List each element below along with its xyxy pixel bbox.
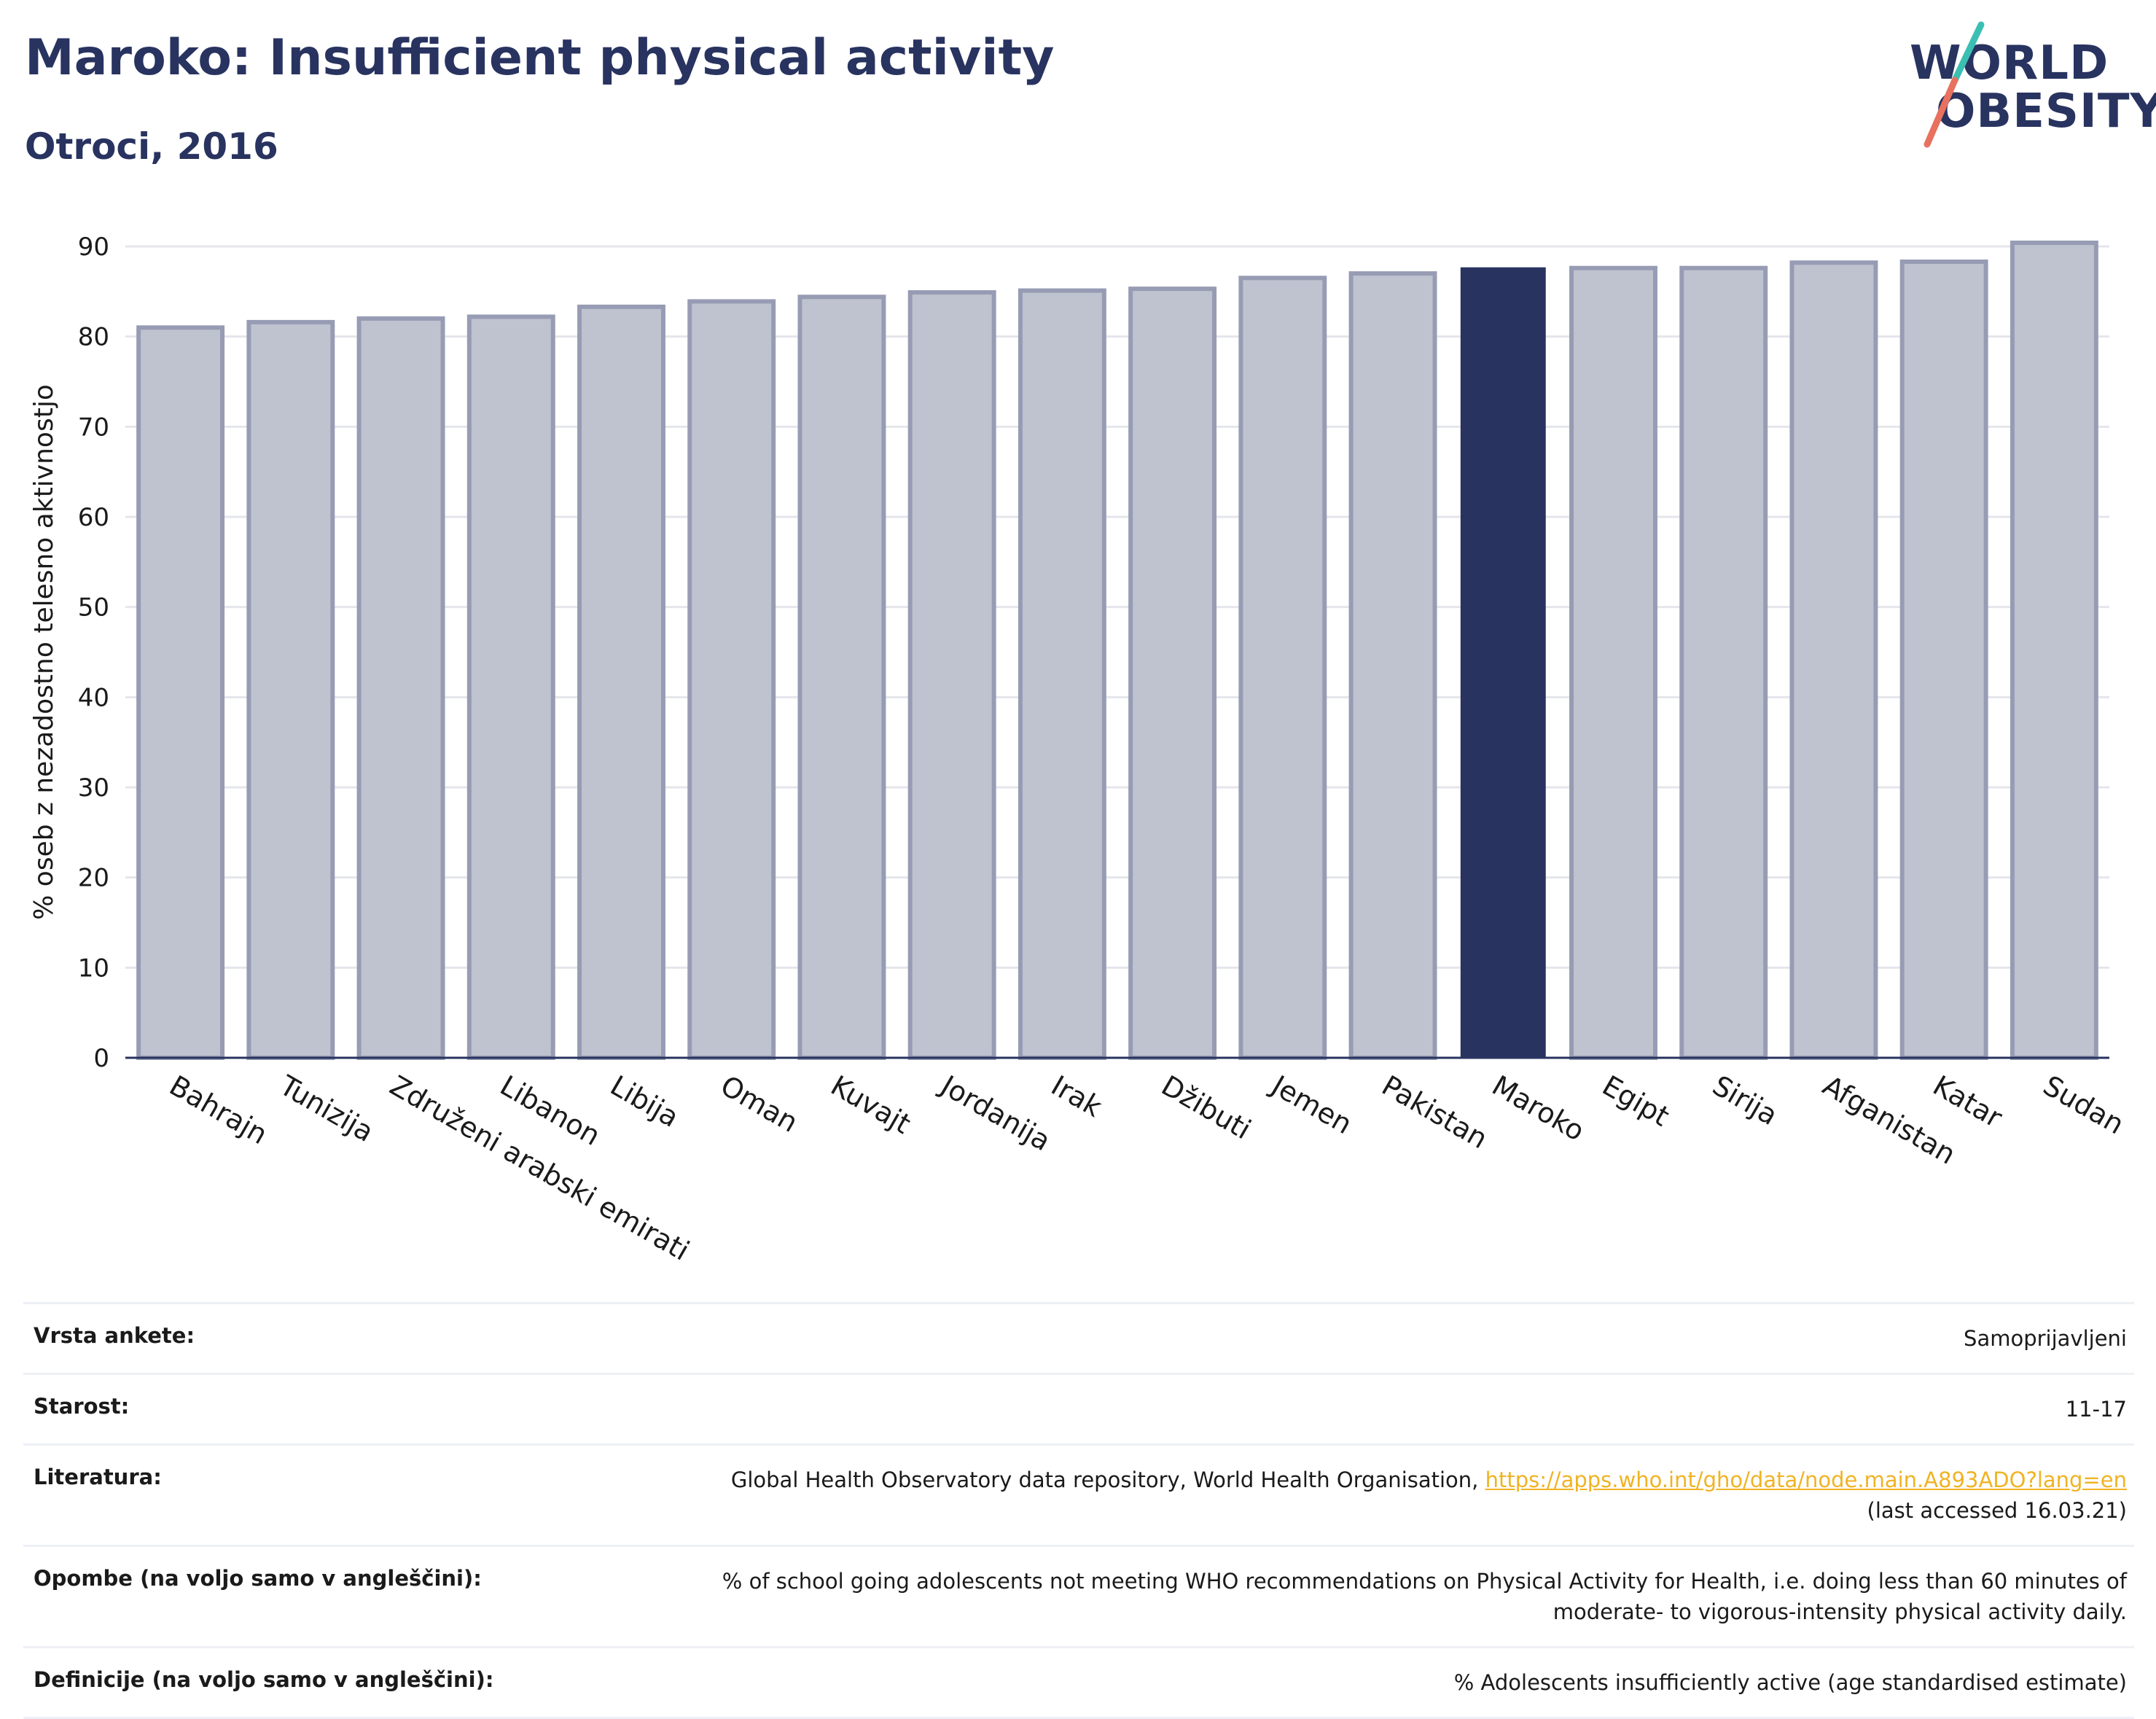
survey-type-value: Samoprijavljeni <box>555 1301 2134 1376</box>
x-tick-label: Irak <box>1046 1069 1107 1123</box>
y-tick-label: 80 <box>78 323 109 352</box>
bar <box>466 314 555 1060</box>
reference-label: Literatura: <box>23 1443 556 1548</box>
definitions-label: Definicije (na voljo samo v angleščini): <box>23 1646 556 1719</box>
definitions-value: % Adolescents insufficiently active (age… <box>555 1646 2134 1719</box>
x-tick-label: Libija <box>605 1069 684 1134</box>
x-tick-label: Egipt <box>1597 1069 1675 1133</box>
logo-line-1: WORLD <box>1910 36 2109 90</box>
bar <box>356 316 445 1060</box>
notes-line-2: moderate- to vigorous-intensity physical… <box>1552 1599 2127 1625</box>
bar <box>136 325 225 1061</box>
bar <box>1569 265 1657 1060</box>
logo-slash-icon <box>1923 21 1985 148</box>
bar <box>1018 288 1106 1060</box>
bar <box>2009 241 2098 1060</box>
bar <box>687 299 776 1061</box>
y-tick-label: 30 <box>78 773 109 803</box>
bar <box>1899 260 1988 1061</box>
survey-type-label: Vrsta ankete: <box>23 1301 556 1376</box>
info-row-notes: Opombe (na voljo samo v angleščini): % o… <box>23 1545 2134 1649</box>
x-tick-label: Katar <box>1928 1069 2008 1134</box>
bar <box>907 290 996 1061</box>
x-tick-label: Tunizija <box>273 1069 379 1148</box>
info-row-survey: Vrsta ankete: Samoprijavljeni <box>23 1301 2134 1376</box>
y-tick-label: 40 <box>78 683 109 712</box>
reference-text: Global Health Observatory data repositor… <box>730 1467 1479 1493</box>
info-table: Vrsta ankete: Samoprijavljeni Starost: 1… <box>23 1301 2134 1719</box>
x-tick-label: Sudan <box>2038 1069 2130 1141</box>
age-label: Starost: <box>23 1373 556 1446</box>
x-tick-label: Oman <box>715 1069 803 1139</box>
info-row-reference: Literatura: Global Health Observatory da… <box>23 1443 2134 1548</box>
logo-line-2: OBESITY <box>1936 85 2156 139</box>
y-tick-label: 90 <box>78 233 109 262</box>
x-tick-label: Kuvajt <box>825 1069 915 1140</box>
bar <box>1679 265 1768 1060</box>
notes-line-1: % of school going adolescents not meetin… <box>722 1569 2127 1594</box>
bar <box>1238 276 1327 1061</box>
x-tick-label: Maroko <box>1487 1069 1590 1147</box>
x-tick-label: Sirija <box>1707 1069 1783 1131</box>
bar-highlight <box>1460 267 1546 1059</box>
y-tick-label: 50 <box>78 593 109 623</box>
y-tick-label: 10 <box>78 954 109 983</box>
page-title: Maroko: Insufficient physical activity <box>25 29 1055 87</box>
x-tick-label: Pakistan <box>1377 1069 1493 1155</box>
y-tick-label: 60 <box>78 503 109 532</box>
x-tick-label: Džibuti <box>1156 1069 1257 1146</box>
x-tick-label: Bahrajn <box>164 1069 273 1151</box>
bar <box>246 319 335 1060</box>
y-tick-label: 0 <box>93 1044 109 1073</box>
y-tick-label: 20 <box>78 864 109 893</box>
bar <box>1348 271 1437 1061</box>
notes-label: Opombe (na voljo samo v angleščini): <box>23 1545 556 1649</box>
age-value: 11-17 <box>555 1373 2134 1446</box>
y-axis-label: % oseb z nezadostno telesno aktivnostjo <box>29 384 59 920</box>
page-subtitle: Otroci, 2016 <box>25 125 278 168</box>
x-tick-label: Jemen <box>1265 1069 1358 1141</box>
bar <box>1128 286 1217 1061</box>
info-row-age: Starost: 11-17 <box>23 1373 2134 1446</box>
reference-link[interactable]: https://apps.who.int/gho/data/node.main.… <box>1485 1467 2127 1493</box>
bar <box>1789 260 1878 1060</box>
reference-accessed: (last accessed 16.03.21) <box>1867 1498 2127 1524</box>
x-tick-label: Jordanija <box>934 1069 1056 1158</box>
world-obesity-logo: WORLD OBESITY <box>1895 20 2156 152</box>
bar <box>797 295 886 1061</box>
notes-value: % of school going adolescents not meetin… <box>555 1545 2134 1649</box>
bar-chart: 0 10 20 30 40 50 60 70 80 90 % oseb z nezadostno t… <box>29 233 2130 1267</box>
info-row-definitions: Definicije (na voljo samo v angleščini):… <box>23 1646 2134 1719</box>
bar <box>577 304 665 1060</box>
y-tick-label: 70 <box>78 413 109 442</box>
reference-value: Global Health Observatory data repositor… <box>555 1443 2134 1548</box>
